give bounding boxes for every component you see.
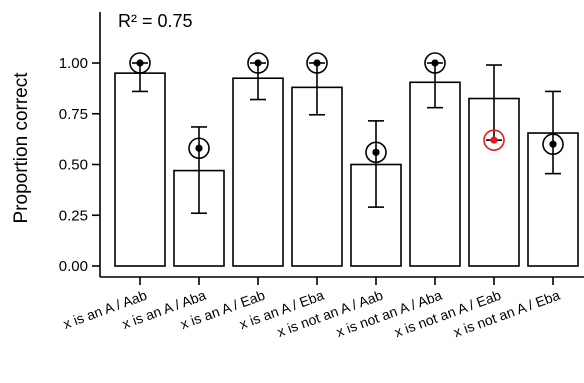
data-point-ring — [424, 52, 446, 74]
y-tick-label: 0.25 — [59, 207, 88, 224]
data-point — [490, 136, 498, 144]
data-point — [313, 59, 321, 67]
data-point — [372, 148, 380, 156]
bar — [409, 81, 461, 267]
r-squared-annotation: R² = 0.75 — [118, 11, 193, 31]
bar — [232, 77, 284, 267]
axes-frame — [99, 12, 584, 278]
bar — [291, 86, 343, 267]
bar — [114, 72, 166, 267]
y-tick-label: 0.00 — [59, 258, 88, 275]
points — [129, 52, 564, 164]
data-point — [254, 59, 262, 67]
data-point — [431, 59, 439, 67]
data-point-ring — [542, 133, 564, 155]
data-point-ring — [306, 52, 328, 74]
data-point-ring — [188, 137, 210, 160]
data-point-ring — [129, 52, 151, 74]
y-tick-label: 0.50 — [59, 157, 88, 174]
y-ticks: 0.00 0.25 0.50 0.75 1.00 — [59, 55, 100, 275]
data-point — [136, 59, 144, 67]
data-point — [195, 144, 203, 152]
data-point-ring — [247, 52, 269, 74]
error-bars — [132, 62, 561, 215]
y-axis-label: Proportion correct — [11, 72, 32, 224]
bars — [114, 72, 579, 267]
data-point-ring — [365, 141, 387, 164]
data-point-ring — [483, 129, 505, 151]
data-point — [549, 140, 557, 148]
y-tick-label: 0.75 — [59, 106, 88, 123]
y-tick-label: 1.00 — [59, 55, 88, 72]
